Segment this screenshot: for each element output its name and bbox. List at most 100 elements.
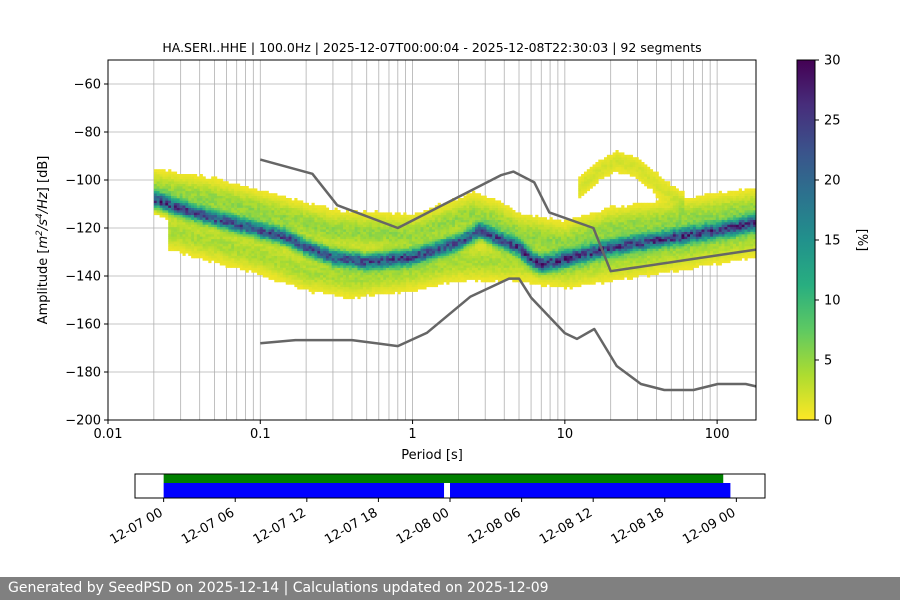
density-cell	[328, 267, 332, 271]
density-cell	[474, 224, 479, 228]
density-cell	[288, 277, 292, 280]
density-cell	[400, 272, 404, 276]
density-cell	[268, 193, 272, 196]
density-cell	[400, 236, 404, 240]
density-cell	[343, 255, 347, 259]
density-cell	[239, 236, 244, 240]
density-cell	[429, 238, 433, 242]
density-cell	[245, 231, 249, 235]
density-cell	[403, 284, 407, 288]
density-cell	[259, 198, 264, 201]
density-cell	[360, 294, 364, 297]
density-cell	[454, 210, 459, 213]
density-cell	[472, 248, 476, 252]
density-cell	[394, 267, 398, 271]
density-cell	[208, 234, 212, 237]
density-cell	[357, 289, 361, 292]
density-cell	[234, 200, 238, 204]
density-cell	[540, 270, 545, 273]
density-cell	[388, 241, 393, 244]
density-cell	[231, 222, 235, 225]
density-cell	[414, 262, 418, 266]
density-cell	[437, 279, 441, 283]
density-cell	[535, 246, 539, 249]
density-cell	[403, 231, 407, 235]
density-cell	[538, 226, 542, 230]
density-cell	[506, 234, 510, 237]
density-cell	[300, 212, 304, 216]
density-cell	[463, 277, 467, 280]
density-cell	[171, 202, 175, 206]
density-cell	[566, 241, 570, 244]
density-cell	[222, 190, 226, 194]
density-cell	[386, 236, 390, 240]
density-cell	[291, 222, 295, 225]
density-cell	[317, 274, 321, 278]
density-cell	[176, 236, 180, 240]
density-cell	[300, 219, 304, 223]
density-cell	[294, 270, 298, 273]
density-cell	[454, 200, 459, 204]
density-cell	[449, 253, 453, 256]
density-cell	[305, 272, 309, 276]
density-cell	[153, 193, 158, 196]
density-cell	[208, 238, 212, 242]
density-cell	[411, 284, 416, 288]
density-cell	[343, 294, 347, 297]
density-cell	[251, 222, 255, 225]
density-cell	[274, 200, 278, 204]
density-cell	[391, 248, 396, 252]
density-cell	[320, 234, 324, 237]
density-cell	[489, 265, 493, 268]
density-cell	[314, 253, 318, 256]
density-cell	[211, 226, 215, 230]
density-cell	[159, 195, 163, 199]
density-cell	[518, 248, 522, 252]
density-cell	[363, 236, 367, 240]
density-cell	[199, 212, 203, 216]
density-cell	[320, 282, 324, 285]
density-cell	[211, 200, 215, 204]
density-cell	[466, 193, 470, 196]
density-cell	[199, 186, 203, 189]
density-cell	[414, 222, 418, 225]
density-cell	[257, 212, 261, 216]
density-cell	[495, 234, 499, 237]
density-cell	[231, 253, 235, 256]
density-cell	[300, 265, 304, 268]
density-cell	[271, 217, 275, 220]
density-cell	[302, 224, 307, 228]
density-cell	[320, 210, 324, 213]
density-cell	[366, 222, 370, 225]
density-cell	[469, 238, 473, 242]
density-cell	[391, 286, 396, 290]
density-cell	[366, 270, 370, 273]
density-cell	[320, 229, 324, 232]
density-cell	[434, 250, 439, 254]
density-cell	[285, 243, 289, 247]
density-cell	[409, 231, 413, 235]
density-cell	[446, 222, 450, 225]
density-cell	[466, 202, 470, 206]
density-cell	[558, 250, 562, 254]
density-cell	[216, 234, 221, 237]
density-cell	[239, 258, 244, 261]
density-cell	[509, 207, 513, 211]
density-cell	[569, 272, 573, 276]
density-cell	[271, 212, 275, 216]
density-cell	[277, 219, 281, 223]
density-cell	[334, 286, 338, 290]
density-cell	[328, 214, 332, 218]
density-cell	[340, 253, 344, 256]
density-cell	[466, 272, 470, 276]
density-cell	[262, 238, 266, 242]
density-cell	[391, 243, 396, 247]
density-cell	[383, 214, 387, 218]
density-cell	[211, 183, 215, 187]
density-cell	[159, 210, 163, 213]
density-cell	[357, 234, 361, 237]
density-cell	[406, 229, 410, 232]
density-cell	[153, 190, 158, 194]
density-cell	[409, 282, 413, 285]
density-cell	[377, 241, 381, 244]
